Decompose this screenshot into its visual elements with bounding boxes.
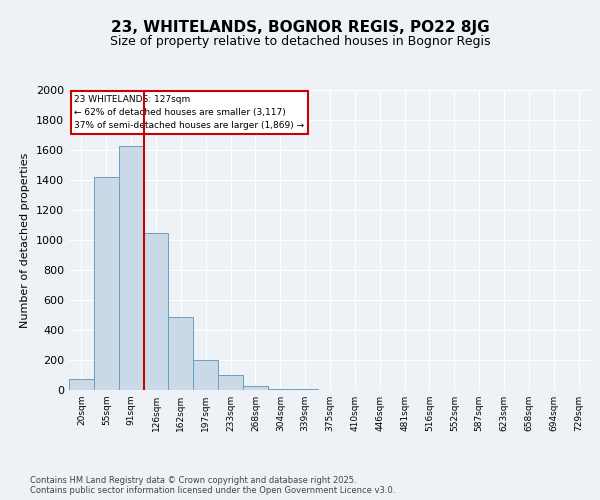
Bar [293, 389, 317, 390]
Bar [243, 386, 268, 390]
Text: Size of property relative to detached houses in Bognor Regis: Size of property relative to detached ho… [110, 34, 490, 48]
Bar [119, 146, 143, 390]
Bar [169, 316, 193, 390]
Bar [69, 379, 94, 390]
Text: 23 WHITELANDS: 127sqm
← 62% of detached houses are smaller (3,117)
37% of semi-d: 23 WHITELANDS: 127sqm ← 62% of detached … [74, 94, 304, 130]
Bar [218, 375, 243, 390]
Y-axis label: Number of detached properties: Number of detached properties [20, 152, 31, 328]
Bar [268, 388, 293, 390]
Bar [94, 177, 119, 390]
Bar [193, 360, 218, 390]
Text: 23, WHITELANDS, BOGNOR REGIS, PO22 8JG: 23, WHITELANDS, BOGNOR REGIS, PO22 8JG [110, 20, 490, 35]
Text: Contains HM Land Registry data © Crown copyright and database right 2025.
Contai: Contains HM Land Registry data © Crown c… [30, 476, 395, 495]
Bar [143, 232, 169, 390]
